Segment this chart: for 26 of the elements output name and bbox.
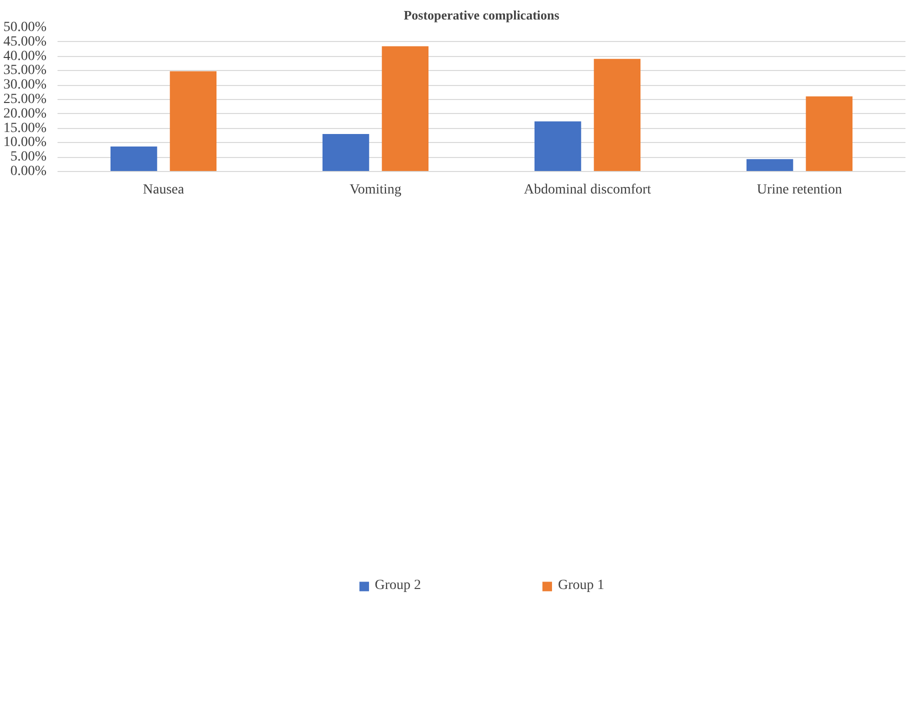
y-tick-label: 0.00%: [10, 164, 47, 179]
y-tick-label: 20.00%: [3, 106, 47, 122]
y-tick-label: 15.00%: [3, 120, 47, 136]
legend-label: Group 1: [558, 578, 604, 594]
x-tick-label: Vomiting: [350, 182, 402, 198]
x-tick-label: Abdominal discomfort: [524, 182, 652, 198]
chart-title: Postoperative complications: [404, 8, 560, 22]
y-tick-label: 30.00%: [3, 78, 47, 93]
x-tick-label: Urine retention: [756, 182, 842, 198]
bar: [110, 146, 158, 172]
y-tick-label: 35.00%: [3, 63, 47, 78]
bar: [382, 46, 428, 172]
y-tick-label: 25.00%: [3, 92, 47, 107]
y-tick-label: 10.00%: [3, 135, 47, 150]
bar: [534, 121, 582, 172]
bar: [806, 96, 852, 172]
y-tick-label: 40.00%: [3, 48, 47, 64]
bar: [170, 71, 216, 172]
bar: [746, 159, 794, 172]
bar: [322, 134, 370, 172]
y-tick-label: 50.00%: [3, 20, 47, 35]
legend-label: Group 2: [374, 578, 421, 594]
x-tick-label: Nausea: [142, 182, 185, 198]
bar: [594, 58, 640, 172]
y-tick-label: 45.00%: [3, 34, 47, 50]
y-tick-label: 5.00%: [10, 150, 47, 165]
